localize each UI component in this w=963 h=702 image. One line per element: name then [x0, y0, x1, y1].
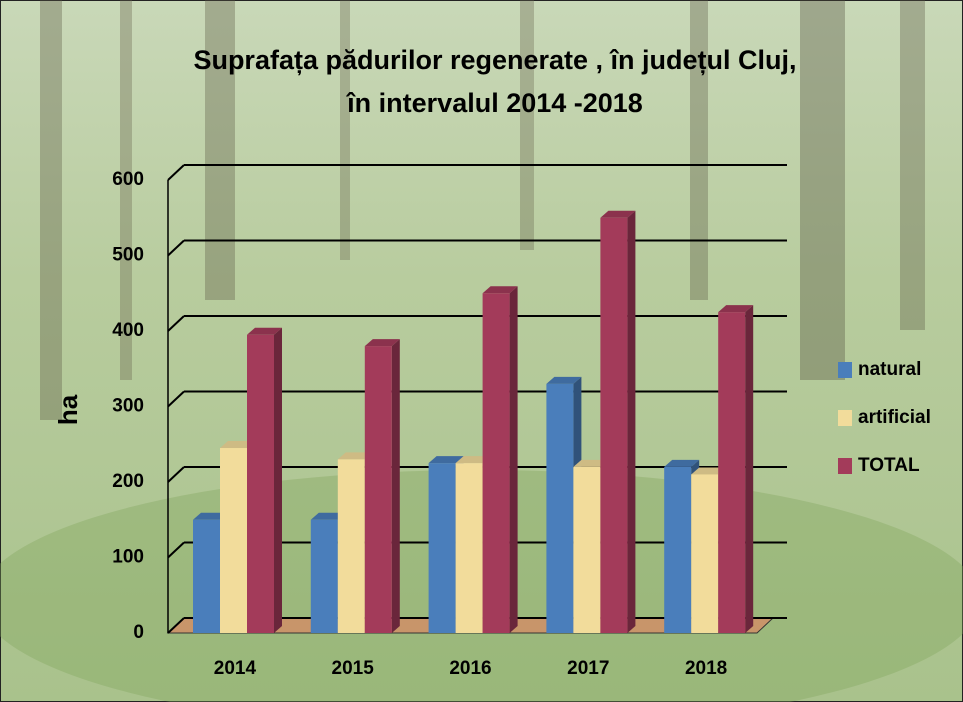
legend-swatch [838, 362, 852, 378]
grid-line [167, 315, 185, 332]
bar-side [391, 339, 400, 633]
y-tick-label: 500 [112, 245, 144, 266]
bar [337, 459, 365, 633]
bar-top [455, 456, 491, 464]
bar [193, 519, 220, 633]
grid-line [167, 466, 185, 483]
bar-top [428, 456, 464, 464]
bar [600, 217, 628, 633]
bar [364, 346, 392, 633]
x-tick-label: 2015 [332, 658, 375, 679]
grid-line [167, 239, 185, 257]
x-tick-label: 2017 [567, 658, 609, 679]
y-tick-label: 600 [112, 169, 144, 190]
bar-side [274, 327, 282, 633]
legend-swatch [838, 458, 852, 474]
bar-side [627, 210, 636, 633]
bar [718, 312, 746, 633]
legend-label: natural [858, 359, 921, 380]
grid-line [167, 617, 185, 634]
bar [546, 383, 574, 633]
x-tick-label: 2014 [214, 658, 257, 679]
bar [691, 474, 719, 633]
bar-top [220, 441, 255, 449]
chart-title: Suprafața pădurilor regenerate , în jude… [193, 45, 796, 75]
y-tick-label: 0 [133, 622, 144, 643]
bar-top [718, 305, 754, 313]
bar-top [546, 376, 582, 384]
y-tick-label: 300 [112, 396, 144, 417]
bar-top [337, 452, 373, 460]
x-tick-label: 2016 [449, 658, 491, 679]
x-tick-label: 2018 [685, 658, 727, 679]
legend-label: artificial [858, 407, 931, 428]
bar [220, 448, 247, 633]
legend-label: TOTAL [858, 455, 920, 476]
bar [664, 466, 692, 633]
bar-top [664, 459, 700, 467]
bar-top [247, 327, 282, 335]
bar-top [691, 467, 727, 475]
y-tick-label: 400 [112, 320, 144, 341]
grid-line [167, 390, 185, 408]
bar [573, 466, 601, 633]
bar [482, 293, 510, 633]
bar-top [600, 210, 636, 218]
y-axis-label: ha [53, 394, 83, 425]
bar-top [193, 512, 228, 520]
bar [247, 334, 274, 633]
bar-side [509, 286, 518, 633]
bar-top [573, 459, 609, 467]
y-tick-label: 100 [112, 547, 144, 568]
bar-top [310, 512, 346, 520]
grid-line [167, 164, 185, 181]
chart-title: în intervalul 2014 -2018 [345, 88, 643, 118]
y-tick-label: 200 [112, 471, 144, 492]
bar-top [482, 286, 518, 294]
bar-top [364, 339, 400, 347]
bar [455, 463, 483, 633]
bar-side [745, 305, 754, 633]
legend-swatch [838, 410, 852, 426]
bar [310, 519, 338, 633]
grid-line [167, 541, 185, 559]
bar [428, 463, 456, 633]
